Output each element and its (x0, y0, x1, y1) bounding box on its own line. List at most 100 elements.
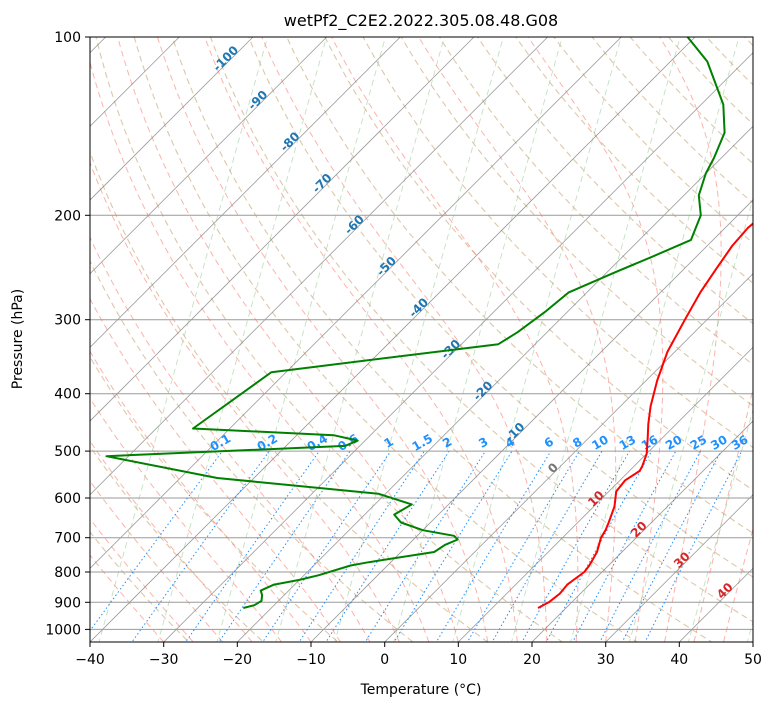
isotherm (90, 37, 548, 496)
green-guide-line (570, 37, 740, 642)
y-tick-label: 1000 (45, 622, 81, 638)
moist-adiabat (90, 397, 282, 642)
isotherm (531, 420, 753, 642)
x-tick-label: 10 (449, 652, 467, 668)
mixing-ratio-lines (90, 450, 743, 642)
dry-adiabat (324, 37, 753, 491)
y-tick-label: 900 (54, 595, 81, 611)
dry-adiabats (90, 37, 753, 642)
isotherm (458, 346, 753, 642)
y-tick-label: 100 (54, 30, 81, 46)
moist-adiabat (156, 37, 489, 642)
x-tick-label: 20 (523, 652, 541, 668)
isotherm (90, 37, 475, 422)
y-tick-label: 600 (54, 491, 81, 507)
moist-adiabat (90, 350, 312, 642)
dry-adiabat (248, 37, 753, 578)
mixing-ratio-line (218, 450, 351, 642)
isotherm (605, 494, 753, 642)
mixing-ratio-line (491, 450, 603, 642)
isotherms (90, 37, 753, 642)
x-tick-label: 50 (744, 652, 762, 668)
mixing-ratio-line (545, 450, 653, 642)
moist-adiabat (90, 440, 253, 642)
mixing-ratio-line (185, 450, 320, 642)
green-guide-line (157, 37, 327, 642)
dry-adiabat (362, 37, 753, 449)
x-tick-label: −20 (223, 652, 253, 668)
green-guide-line (275, 37, 445, 642)
mixing-ratio-line (644, 450, 743, 642)
y-tick-label: 400 (54, 387, 81, 403)
green-guide-line (687, 408, 753, 642)
y-tick-label: 500 (54, 444, 81, 460)
moist-adiabat (90, 161, 400, 642)
green-guide-line (216, 37, 386, 642)
dry-adiabat (438, 37, 753, 366)
y-axis: 100 200 300 400 500 600 700 800 900 1000 (45, 30, 90, 638)
moist-adiabats (90, 37, 753, 642)
isotherm (384, 273, 753, 642)
mixing-ratio-line (466, 450, 580, 642)
dewpoint-line (105, 37, 726, 609)
moist-adiabat (527, 37, 664, 642)
chart-title: wetPf2_C2E2.2022.305.08.48.G08 (284, 11, 558, 31)
isotherm (90, 37, 327, 275)
green-guide-line (628, 196, 753, 642)
x-axis: −40 −30 −20 −10 0 10 20 30 40 50 (75, 642, 762, 668)
isobars (90, 37, 753, 630)
isotherm (237, 125, 753, 642)
isotherm (90, 37, 401, 348)
moist-adiabat (261, 37, 548, 642)
x-tick-label: 40 (670, 652, 688, 668)
y-tick-label: 200 (54, 208, 81, 224)
x-tick-label: −10 (296, 652, 326, 668)
dry-adiabat (90, 259, 414, 642)
dry-adiabat (476, 37, 753, 325)
moist-adiabat (90, 480, 223, 642)
moist-adiabat (659, 37, 722, 642)
green-guide-line (511, 37, 681, 642)
x-tick-label: 30 (597, 652, 615, 668)
y-tick-label: 700 (54, 531, 81, 547)
plot-area: 0.1 0.2 0.4 0.6 1 1.5 2 3 4 6 8 10 13 16 20 25 30 36-100-… (90, 37, 753, 642)
moist-adiabat (90, 518, 194, 642)
dry-adiabat (95, 37, 564, 642)
x-axis-label: Temperature (°C) (360, 682, 482, 698)
isotherm (90, 37, 254, 201)
mixing-ratio-line (325, 450, 450, 642)
moist-adiabat (90, 60, 430, 642)
mixing-ratio-line (435, 450, 552, 642)
dry-adiabat (286, 37, 753, 534)
dry-adiabat (90, 445, 265, 642)
moist-adiabat (90, 236, 371, 642)
y-tick-label: 300 (54, 313, 81, 329)
mixing-ratio-line (131, 450, 270, 642)
green-guide-line (452, 37, 622, 642)
y-tick-label: 800 (54, 565, 81, 581)
plot-frame (89, 36, 754, 643)
x-tick-label: 0 (380, 652, 389, 668)
moist-adiabat (117, 37, 459, 642)
moist-adiabat (331, 37, 579, 642)
isotherm (90, 37, 622, 569)
isotherm (163, 52, 753, 642)
mixing-ratio-line (262, 450, 392, 642)
temperature-line (537, 222, 753, 609)
x-tick-label: −30 (149, 652, 179, 668)
y-axis-label: Pressure (hPa) (10, 289, 26, 389)
dry-adiabat (171, 37, 713, 642)
dry-adiabat (667, 37, 753, 125)
profile-series (105, 37, 753, 609)
isotherm (310, 199, 753, 642)
x-tick-label: −40 (75, 652, 105, 668)
moist-adiabat (204, 37, 518, 642)
green-guide-line (98, 37, 268, 642)
mixing-ratio-line (298, 450, 425, 642)
green-guide-line (393, 37, 563, 642)
isotherm (90, 37, 696, 642)
dry-adiabat (90, 150, 489, 642)
dry-adiabat (133, 37, 638, 642)
